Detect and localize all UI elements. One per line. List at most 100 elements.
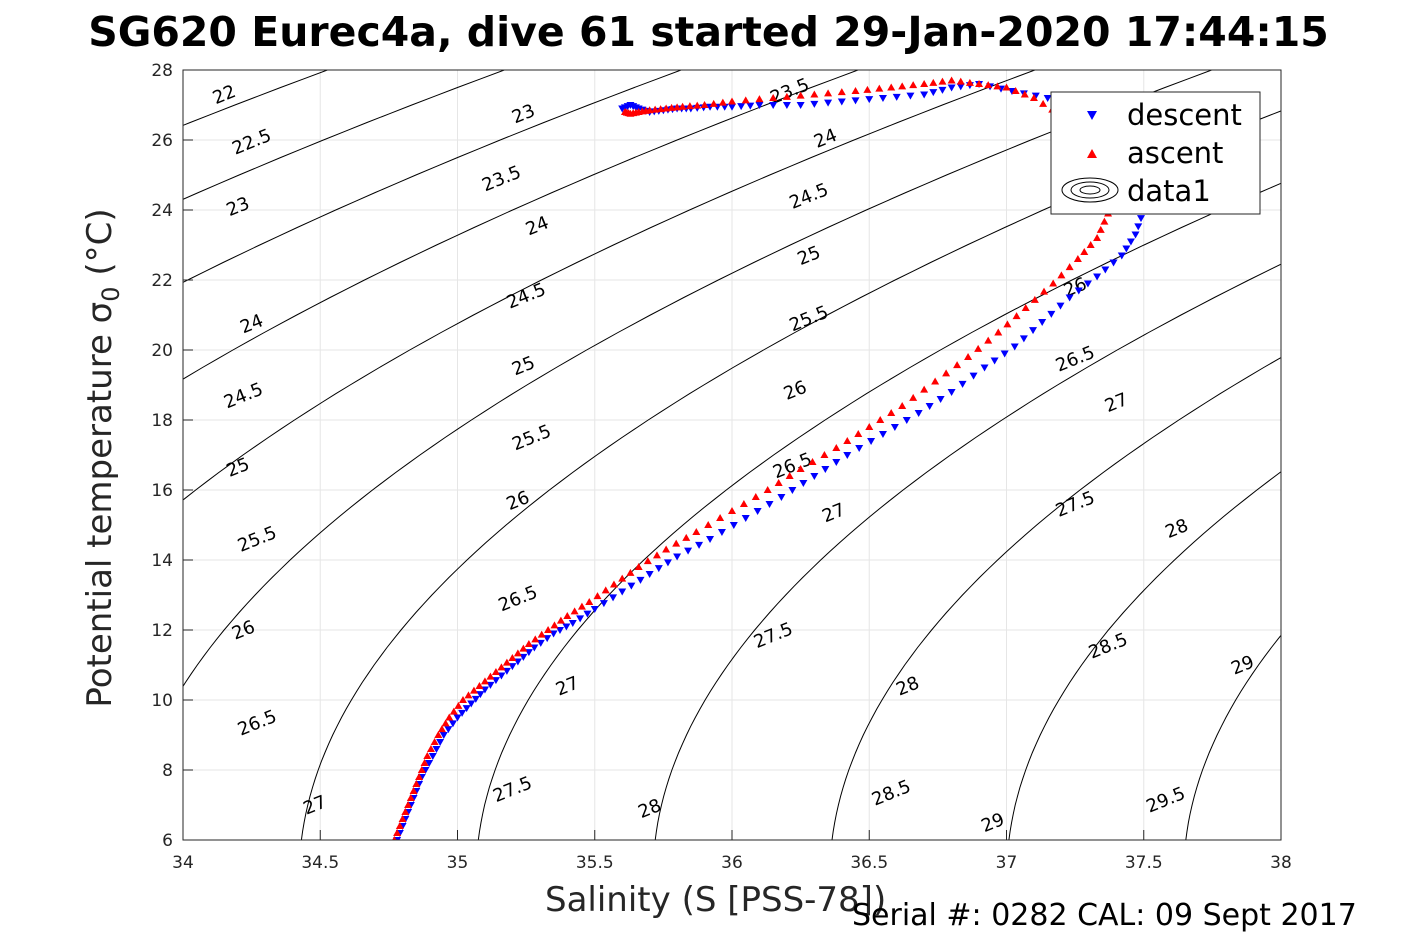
legend-descent-marker (1087, 111, 1097, 120)
ascent-point (1100, 217, 1109, 225)
descent-point (428, 753, 437, 760)
ascent-point (404, 801, 413, 808)
ascent-point (480, 677, 489, 685)
ascent-point (769, 94, 778, 101)
descent-point (436, 739, 445, 746)
ascent-point (1003, 320, 1012, 328)
ascent-point (1002, 83, 1011, 91)
isopycnal-line (183, 70, 506, 200)
serial-cal-footer: Serial #: 0282 CAL: 09 Sept 2017 (852, 898, 1357, 933)
ascent-point (1021, 304, 1030, 311)
ascent-point (1030, 295, 1039, 303)
descent-point (729, 522, 738, 529)
ascent-point (931, 377, 940, 385)
descent-point (448, 720, 457, 728)
descent-point (737, 103, 746, 111)
descent-point (599, 600, 608, 608)
ascent-point (1049, 279, 1058, 287)
descent-point (753, 508, 762, 515)
descent-point (453, 714, 462, 722)
ascent-point (398, 815, 407, 822)
ascent-point (898, 402, 907, 409)
ascent-point (975, 80, 984, 87)
ascent-point (974, 344, 983, 352)
ascent-point (445, 713, 454, 721)
descent-point (906, 92, 915, 100)
ascent-point (942, 369, 951, 377)
descent-point (618, 105, 627, 113)
ascent-point (739, 500, 748, 507)
descent-point (471, 695, 480, 703)
isopycnal-line (831, 356, 1281, 840)
isopycnal-line (183, 70, 860, 380)
ascent-point (609, 580, 618, 588)
ascent-point (718, 98, 727, 106)
descent-point (1093, 273, 1102, 281)
ascent-point (415, 773, 424, 780)
descent-point (555, 627, 564, 634)
descent-point (706, 536, 715, 543)
ascent-point (544, 626, 553, 633)
ascent-point (1057, 271, 1066, 279)
ascent-point (1065, 263, 1074, 271)
descent-point (1109, 259, 1118, 267)
y-axis-label-main: Potential temperature (80, 323, 120, 708)
ascent-point (672, 539, 681, 547)
descent-point (444, 726, 453, 734)
descent-point (936, 396, 945, 403)
descent-point (1137, 215, 1146, 223)
ascent-point (1080, 248, 1089, 255)
ascent-point (898, 82, 907, 90)
y-tick-label: 14 (151, 551, 173, 571)
ascent-point (837, 88, 846, 96)
ascent-point (409, 787, 418, 794)
ascent-point (785, 472, 794, 479)
ascent-point (854, 430, 863, 437)
x-tick-label: 35.5 (576, 853, 614, 873)
ascent-point (662, 104, 671, 112)
x-tick-label: 37 (996, 853, 1018, 873)
ascent-point (887, 83, 896, 91)
ascent-point (513, 649, 522, 657)
descent-point (576, 615, 585, 623)
ascent-point (1012, 312, 1021, 320)
y-tick-label: 26 (151, 131, 173, 151)
ascent-point (643, 557, 652, 565)
descent-point (843, 452, 852, 459)
descent-point (1010, 343, 1019, 351)
ascent-point (796, 91, 805, 99)
descent-point (990, 357, 999, 365)
ascent-point (412, 780, 421, 787)
ascent-point (563, 612, 572, 619)
x-tick-label: 36.5 (850, 853, 888, 873)
x-tick-label: 37.5 (1125, 853, 1163, 873)
ascent-point (755, 95, 764, 103)
ascent-point (782, 92, 791, 100)
y-tick-label: 16 (151, 481, 173, 501)
descent-point (947, 389, 956, 396)
descent-point (421, 767, 430, 774)
ascent-point (417, 766, 426, 773)
ascent-point (469, 686, 478, 694)
ascent-point (662, 545, 671, 553)
isopycnal-line (183, 70, 683, 283)
ascent-point (851, 87, 860, 94)
descent-point (837, 98, 846, 106)
ascent-point (929, 78, 938, 86)
descent-point (914, 410, 923, 417)
ascent-point (486, 672, 495, 680)
descent-point (1074, 287, 1083, 295)
descent-point (929, 89, 938, 97)
ascent-point (984, 336, 993, 344)
ascent-point (820, 451, 829, 458)
descent-point (878, 431, 887, 438)
descent-point (425, 760, 434, 767)
descent-point (663, 559, 672, 567)
ascent-point (763, 486, 772, 493)
y-tick-label: 10 (151, 691, 173, 711)
ascent-point (808, 458, 817, 465)
descent-point (562, 623, 571, 631)
descent-point (890, 424, 899, 431)
descent-point (769, 102, 778, 109)
descent-point (782, 102, 791, 109)
